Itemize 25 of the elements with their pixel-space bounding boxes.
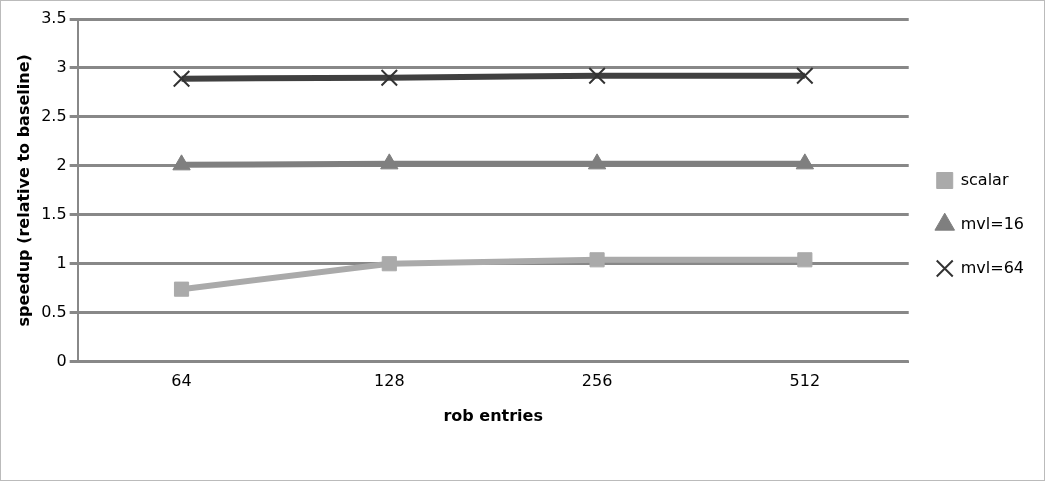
x-tick-label: 512 (789, 371, 821, 391)
legend-label: mvl=16 (960, 213, 1024, 233)
point (381, 256, 397, 272)
y-tick-label: 0 (56, 350, 67, 370)
y-tick-label: 0.5 (41, 301, 67, 321)
y-axis-title: speedup (relative to baseline) (13, 54, 33, 327)
y-tick-label: 2 (56, 154, 67, 174)
y-tick-label: 3 (56, 57, 67, 77)
x-tick-label: 64 (171, 371, 192, 391)
point (588, 67, 606, 85)
y-tick-label: 1.5 (41, 203, 67, 223)
point (797, 252, 813, 268)
point (380, 68, 399, 87)
legend-label: scalar (960, 169, 1009, 189)
point (172, 69, 191, 88)
legend-label: mvl=64 (960, 257, 1024, 277)
y-tick-label: 3.5 (41, 8, 67, 28)
x-tick-label: 256 (581, 371, 613, 391)
x-axis-title: rob entries (443, 405, 543, 425)
y-tick-label: 1 (56, 252, 67, 272)
point (589, 252, 605, 268)
y-tick-label: 2.5 (41, 106, 67, 126)
point (173, 281, 190, 297)
point (796, 67, 814, 85)
x-tick-label: 128 (374, 371, 405, 391)
